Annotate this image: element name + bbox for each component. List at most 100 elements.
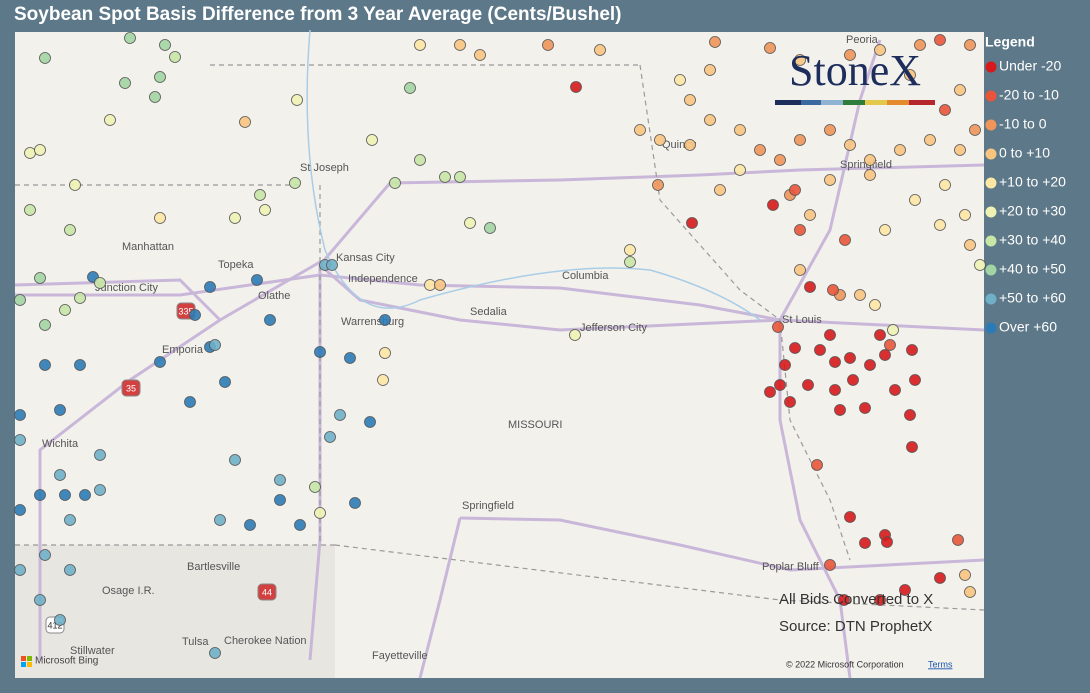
terms-link[interactable]: Terms	[928, 659, 953, 669]
bid-location	[169, 51, 181, 63]
bid-location	[952, 534, 964, 546]
bid-location	[906, 344, 918, 356]
bid-location	[314, 346, 326, 358]
bid-location	[124, 32, 136, 44]
bid-location	[570, 81, 582, 93]
bid-location	[24, 204, 36, 216]
map-label: Bartlesville	[187, 561, 240, 573]
bing-logo	[21, 656, 32, 667]
bid-location	[74, 359, 86, 371]
legend-label: +40 to +50	[999, 261, 1066, 277]
bid-location	[884, 339, 896, 351]
copyright: © 2022 Microsoft Corporation	[786, 659, 904, 669]
legend-swatch	[985, 177, 997, 189]
bid-location	[594, 44, 606, 56]
bid-location	[39, 359, 51, 371]
bing-text: Microsoft Bing	[35, 656, 98, 667]
logo-stripe	[775, 100, 935, 105]
bid-location	[824, 329, 836, 341]
legend-label: Under -20	[999, 58, 1061, 74]
bid-location	[864, 359, 876, 371]
bid-location	[344, 352, 356, 364]
bid-location	[229, 454, 241, 466]
bid-location	[734, 164, 746, 176]
bid-location	[674, 74, 686, 86]
bid-location	[827, 284, 839, 296]
bid-location	[709, 36, 721, 48]
bid-location	[149, 91, 161, 103]
bid-location	[794, 264, 806, 276]
bid-location	[764, 42, 776, 54]
map-label: St Louis	[782, 314, 822, 326]
bid-location	[64, 514, 76, 526]
bid-location	[289, 177, 301, 189]
bid-location	[94, 484, 106, 496]
bid-location	[64, 224, 76, 236]
legend-title: Legend	[985, 34, 1035, 50]
bid-location	[794, 224, 806, 236]
bid-location	[94, 449, 106, 461]
bid-location	[324, 431, 336, 443]
bid-location	[654, 134, 666, 146]
bid-location	[404, 82, 416, 94]
highway-shield	[257, 583, 277, 601]
bid-location	[204, 281, 216, 293]
bid-location	[34, 272, 46, 284]
bid-location	[229, 212, 241, 224]
bid-location	[934, 34, 946, 46]
legend-label: Over +60	[999, 319, 1057, 335]
bid-location	[254, 189, 266, 201]
bid-location	[964, 586, 976, 598]
bid-location	[794, 54, 806, 66]
legend-swatch	[985, 61, 997, 73]
bid-location	[634, 124, 646, 136]
legend-swatch	[985, 322, 997, 334]
legend-label: +50 to +60	[999, 290, 1066, 306]
map-label: Jefferson City	[580, 322, 648, 334]
bid-location	[889, 384, 901, 396]
bid-location	[652, 179, 664, 191]
bid-location	[686, 217, 698, 229]
bid-location	[34, 594, 46, 606]
bid-location	[379, 314, 391, 326]
bid-location	[209, 339, 221, 351]
bid-location	[734, 124, 746, 136]
bid-location	[309, 481, 321, 493]
bid-location	[934, 219, 946, 231]
bid-location	[454, 39, 466, 51]
bid-location	[24, 147, 36, 159]
legend-label: +10 to +20	[999, 174, 1066, 190]
map-label: Fayetteville	[372, 650, 428, 662]
bid-location	[542, 39, 554, 51]
bid-location	[906, 441, 918, 453]
bid-location	[34, 489, 46, 501]
bid-location	[59, 304, 71, 316]
bid-location	[684, 94, 696, 106]
bid-location	[79, 489, 91, 501]
bid-location	[894, 144, 906, 156]
bid-location	[244, 519, 256, 531]
bid-location	[838, 594, 850, 606]
bid-location	[839, 234, 851, 246]
bid-location	[154, 356, 166, 368]
bid-location	[14, 434, 26, 446]
bid-location	[914, 39, 926, 51]
map: St Joseph Manhattan Topeka Kansas City Indep…	[14, 29, 986, 679]
bid-location	[364, 416, 376, 428]
bid-location	[904, 69, 916, 81]
legend-swatch	[985, 264, 997, 276]
bid-location	[789, 184, 801, 196]
bid-location	[824, 174, 836, 186]
bid-location	[824, 124, 836, 136]
highway-number: 35	[126, 383, 136, 393]
bid-location	[814, 344, 826, 356]
bid-location	[14, 504, 26, 516]
bid-location	[924, 134, 936, 146]
bid-location	[214, 514, 226, 526]
bid-location	[789, 342, 801, 354]
bid-location	[829, 384, 841, 396]
bid-location	[54, 404, 66, 416]
bid-location	[314, 507, 326, 519]
